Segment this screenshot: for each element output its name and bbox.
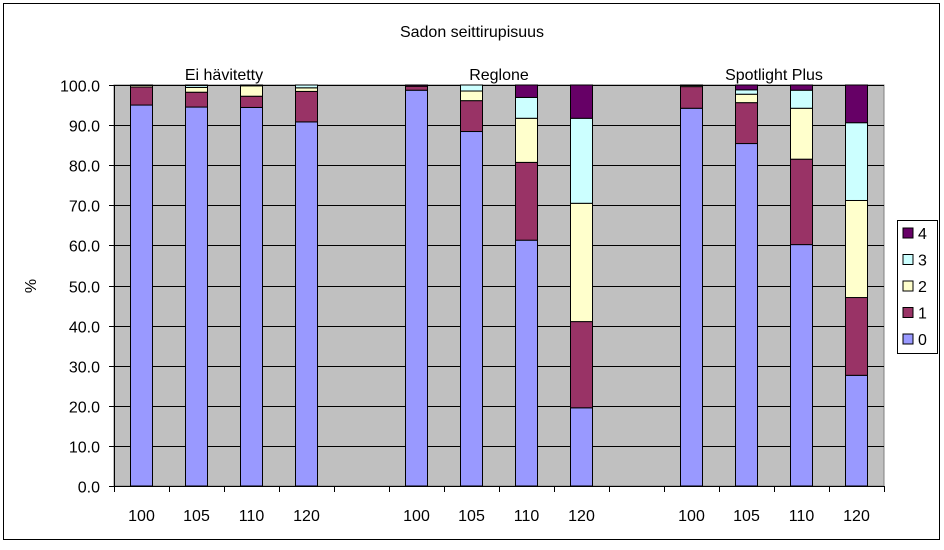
bar-segment-series-3 [295,84,318,89]
x-tick-label: 100 [128,508,155,525]
legend: 4 3 2 1 0 [897,220,938,354]
bar-segment-series-2 [845,199,868,299]
plot-area [113,84,885,487]
y-tick-label: 30.0 [69,360,100,377]
bar-segment-series-1 [735,102,758,145]
y-tick-label: 0.0 [78,480,100,497]
bar-segment-series-0 [680,107,703,487]
bar-segment-series-2 [515,117,538,163]
bar-segment-series-1 [680,86,703,109]
group-label: Spotlight Plus [725,67,823,84]
x-tick-label: 120 [568,508,595,525]
y-tick-label: 90.0 [69,119,100,136]
y-tick-label: 20.0 [69,400,100,417]
bar-segment-series-0 [405,89,428,487]
y-tick-label: 10.0 [69,440,100,457]
bar-segment-series-0 [240,106,263,487]
legend-label: 1 [918,306,927,323]
bar-segment-series-1 [570,321,593,409]
bar-segment-series-1 [515,161,538,241]
legend-swatch-2 [902,280,914,292]
bar-segment-series-0 [845,374,868,487]
bar-segment-series-4 [790,84,813,91]
y-tick-label: 80.0 [69,159,100,176]
bar-segment-series-4 [515,84,538,98]
legend-label: 4 [918,226,927,243]
bar-segment-series-1 [790,158,813,246]
legend-label: 2 [918,279,927,296]
x-tick-label: 120 [293,508,320,525]
bar-segment-series-0 [735,143,758,487]
bar-segment-series-0 [130,104,153,487]
x-tick-label: 120 [843,508,870,525]
bar-segment-series-3 [515,96,538,119]
group-label: Ei hävitetty [185,67,263,84]
legend-swatch-4 [902,227,914,239]
bar-segment-series-1 [185,91,208,108]
bar-segment-series-2 [240,85,263,97]
bar-segment-series-2 [295,87,318,92]
bar-segment-series-2 [460,90,483,102]
x-tick-label: 110 [239,508,265,525]
bar-segment-series-3 [130,84,153,86]
y-tick-label: 100.0 [60,79,100,96]
y-tick-label: 60.0 [69,239,100,256]
bar-segment-series-2 [790,107,813,160]
bar-segment-series-0 [790,244,813,487]
bar-segment-series-1 [130,86,153,106]
y-axis-label: % [23,279,40,293]
bar-segment-series-3 [570,117,593,204]
x-tick-label: 110 [789,508,815,525]
bar-segment-series-0 [460,131,483,487]
bar-segment-series-2 [735,93,758,104]
bar-segment-series-4 [185,84,208,86]
x-tick-label: 100 [403,508,430,525]
bar-segment-series-3 [790,89,813,109]
x-tick-label: 105 [183,508,210,525]
bar-segment-series-2 [570,202,593,323]
y-tick-label: 40.0 [69,320,100,337]
legend-swatch-3 [902,254,914,265]
bar-segment-series-3 [460,84,483,92]
bar-segment-series-3 [680,84,703,86]
bar-segment-series-0 [515,239,538,487]
y-tick-label: 70.0 [69,199,100,216]
legend-label: 0 [918,332,927,349]
bar-segment-series-1 [405,85,428,91]
x-tick-label: 110 [514,508,540,525]
bar-segment-series-4 [570,84,593,119]
legend-label: 3 [918,253,927,270]
chart-title: Sadon seittirupisuus [400,24,544,41]
legend-swatch-0 [902,333,914,345]
bar-segment-series-4 [845,84,868,124]
bar-segment-series-2 [185,86,208,93]
bar-segment-series-0 [570,407,593,487]
x-tick-label: 105 [733,508,760,525]
bar-segment-series-0 [185,106,208,487]
bar-segment-series-1 [845,297,868,376]
y-tick-label: 50.0 [69,280,100,297]
bar-segment-series-3 [240,84,263,87]
bar-segment-series-1 [240,95,263,108]
bar-segment-series-3 [845,122,868,201]
bar-segment-series-1 [460,100,483,133]
bar-segment-series-1 [295,90,318,123]
bar-segment-series-4 [735,84,758,91]
x-tick-label: 100 [678,508,705,525]
bar-segment-series-4 [405,84,428,87]
group-label: Reglone [469,67,529,84]
bar-segment-series-0 [295,121,318,487]
bar-segment-series-3 [735,89,758,95]
legend-swatch-1 [902,307,914,318]
x-tick-label: 105 [458,508,485,525]
